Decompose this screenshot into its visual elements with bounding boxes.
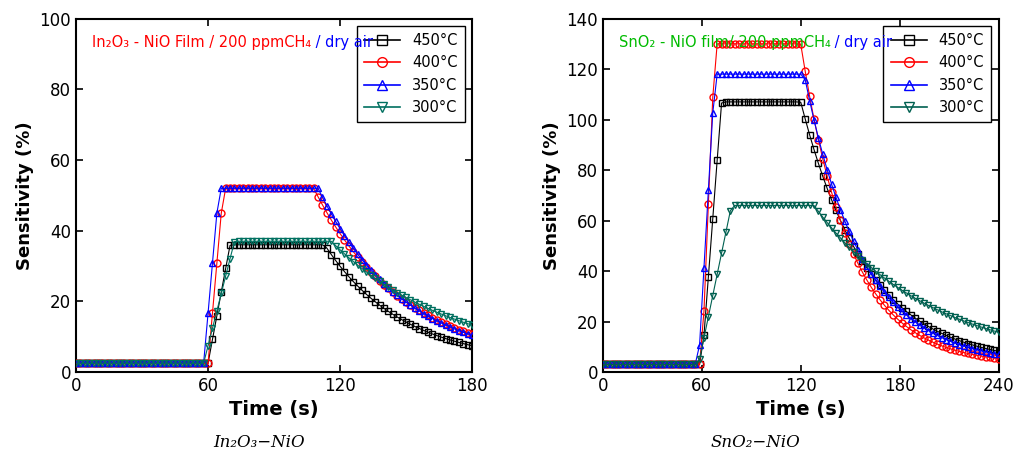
Y-axis label: Sensitivity (%): Sensitivity (%) <box>542 121 561 270</box>
Text: SnO₂ - NiO film/ 200 ppmCH₄: SnO₂ - NiO film/ 200 ppmCH₄ <box>619 34 830 49</box>
Text: / dry air: / dry air <box>311 34 373 49</box>
Text: In₂O₃ - NiO Film / 200 ppmCH₄: In₂O₃ - NiO Film / 200 ppmCH₄ <box>92 34 311 49</box>
Text: SnO₂−NiO: SnO₂−NiO <box>711 434 800 451</box>
Text: / dry air: / dry air <box>830 34 892 49</box>
Legend: 450°C, 400°C, 350°C, 300°C: 450°C, 400°C, 350°C, 300°C <box>357 26 464 122</box>
X-axis label: Time (s): Time (s) <box>756 400 846 419</box>
X-axis label: Time (s): Time (s) <box>229 400 318 419</box>
Legend: 450°C, 400°C, 350°C, 300°C: 450°C, 400°C, 350°C, 300°C <box>883 26 992 122</box>
Text: In₂O₃−NiO: In₂O₃−NiO <box>213 434 304 451</box>
Y-axis label: Sensitivity (%): Sensitivity (%) <box>16 121 34 270</box>
